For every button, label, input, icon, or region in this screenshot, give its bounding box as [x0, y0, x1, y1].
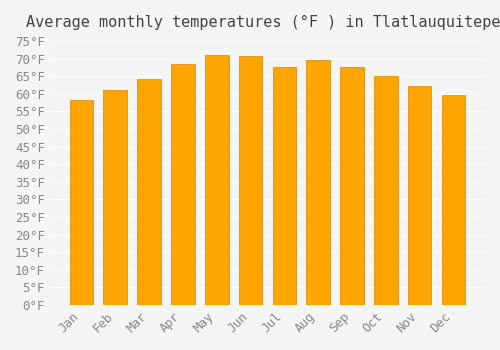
Bar: [138, 79, 161, 305]
Bar: [408, 86, 432, 305]
Bar: [205, 55, 229, 305]
Bar: [104, 90, 127, 305]
Bar: [374, 76, 398, 305]
Bar: [340, 67, 364, 305]
Bar: [238, 56, 262, 305]
Bar: [272, 67, 296, 305]
Bar: [171, 64, 194, 305]
Bar: [442, 96, 465, 305]
Bar: [70, 100, 94, 305]
Bar: [306, 60, 330, 305]
Title: Average monthly temperatures (°F ) in Tlatlauquitepec: Average monthly temperatures (°F ) in Tl…: [26, 15, 500, 30]
